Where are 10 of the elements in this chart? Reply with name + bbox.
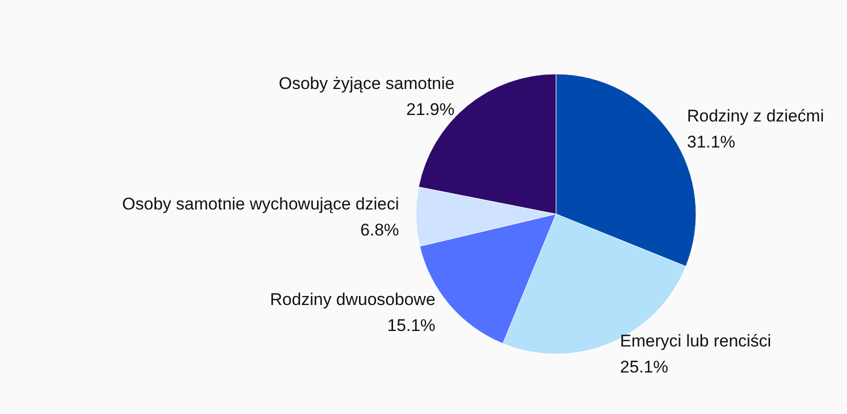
slice-label: Rodziny z dziećmi xyxy=(686,106,824,126)
data-label: 25.1% xyxy=(620,358,668,377)
slice-label: Osoby samotnie wychowujące dzieci xyxy=(122,194,400,214)
slice-label: Emeryci lub renciści xyxy=(620,332,772,351)
slice-label: Rodziny dwuosobowe xyxy=(270,290,436,310)
data-label: 21.9% xyxy=(406,100,454,120)
data-label: 15.1% xyxy=(387,316,436,336)
data-label: 31.1% xyxy=(686,132,736,152)
data-label: 6.8% xyxy=(360,220,400,240)
slice-label: Osoby żyjące samotnie xyxy=(278,74,454,94)
